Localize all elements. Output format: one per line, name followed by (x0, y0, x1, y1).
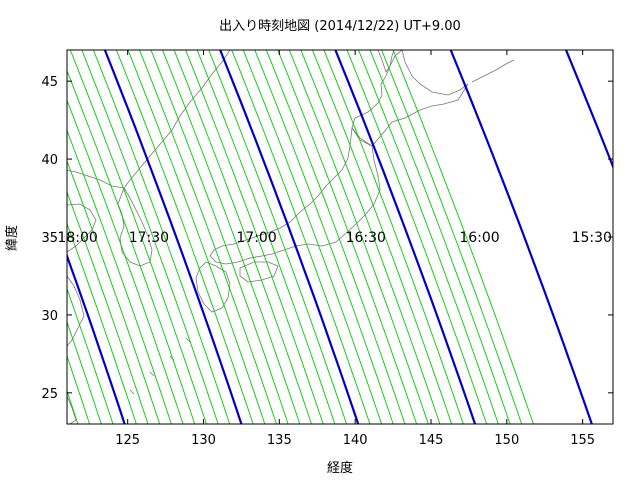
minor-contour-line (369, 50, 511, 424)
y-tick-label: 45 (41, 75, 58, 90)
x-tick-label: 125 (115, 433, 140, 448)
coastline-kyushu (195, 261, 231, 313)
x-tick-label: 155 (570, 433, 595, 448)
contour-time-label: 17:30 (129, 230, 169, 246)
map-title: 出入り時刻地図 (2014/12/22) UT+9.00 (219, 19, 461, 34)
minor-contour-line (323, 50, 464, 424)
minor-contour-line (67, 129, 172, 424)
minor-contour-line (67, 190, 149, 424)
minor-contour-line (69, 50, 207, 424)
minor-contour-line (127, 50, 266, 424)
minor-contour-line (196, 50, 336, 424)
minor-contour-line (208, 50, 347, 424)
minor-contour-line (150, 50, 289, 424)
y-tick-label: 25 (41, 387, 58, 402)
major-contour-line (449, 50, 593, 424)
minor-contour-line (173, 50, 312, 424)
minor-contour-line (346, 50, 488, 424)
plot-area (67, 50, 613, 424)
minor-contour-line (67, 287, 114, 424)
minor-contour-line (67, 320, 102, 424)
coastline-hokkaido (351, 50, 469, 147)
coastline-kurils (471, 59, 515, 83)
minor-contour-line (139, 50, 277, 424)
contour-time-label: 17:00 (236, 230, 276, 246)
y-tick-label: 35 (41, 231, 58, 246)
minor-contour-line (185, 50, 324, 424)
contour-time-label: 16:30 (346, 230, 386, 246)
minor-contour-line (242, 50, 383, 424)
coastline-shikoku (239, 261, 279, 283)
minor-contour-line (254, 50, 394, 424)
x-tick-label: 140 (343, 433, 368, 448)
y-axis: 25 30 35 40 45 (41, 75, 613, 402)
minor-contour-line (392, 50, 534, 424)
minor-contour-line (311, 50, 453, 424)
x-tick-label: 135 (267, 433, 292, 448)
y-axis-title: 緯度 (4, 225, 20, 251)
minor-contour-line (115, 50, 254, 424)
minor-contour-line (288, 50, 429, 424)
minor-contour-line (67, 159, 161, 424)
y-tick-label: 40 (41, 153, 58, 168)
minor-contour-line (300, 50, 441, 424)
coastline-taiwan (67, 395, 77, 424)
x-tick-label: 130 (191, 433, 216, 448)
x-tick-label: 145 (419, 433, 444, 448)
minor-contour-line (67, 354, 91, 424)
contour-time-label: 16:00 (459, 230, 499, 246)
coastline-sakhalin (377, 50, 395, 73)
coastlines (67, 50, 515, 424)
minor-contour-line (92, 50, 231, 424)
minor-contour-line (162, 50, 301, 424)
y-tick-label: 30 (41, 309, 58, 324)
major-contour-line (219, 50, 360, 424)
coastline-mainland (67, 50, 231, 347)
major-contour-line (564, 50, 613, 170)
minor-contour-line (81, 50, 219, 424)
minor-contour-line (358, 50, 499, 424)
x-axis: 125 130 135 140 145 150 155 (115, 50, 595, 448)
x-axis-title: 経度 (327, 460, 353, 476)
coastline-honshu (209, 126, 381, 265)
contour-time-label: 18:00 (57, 230, 97, 246)
x-tick-label: 150 (494, 433, 519, 448)
major-contours (67, 50, 613, 424)
minor-contour-line (381, 50, 523, 424)
contour-time-label: 15:30 (572, 230, 612, 246)
minor-contour-line (265, 50, 406, 424)
minor-contour-line (67, 69, 196, 424)
minor-contour-line (231, 50, 371, 424)
minor-contour-line (67, 99, 184, 424)
minor-contour-line (277, 50, 418, 424)
major-contour-line (103, 50, 243, 424)
contour-time-labels: 18:00 17:30 17:00 16:30 16:00 15:30 (57, 230, 612, 246)
major-contour-line (67, 252, 126, 424)
major-contour-line (334, 50, 477, 424)
